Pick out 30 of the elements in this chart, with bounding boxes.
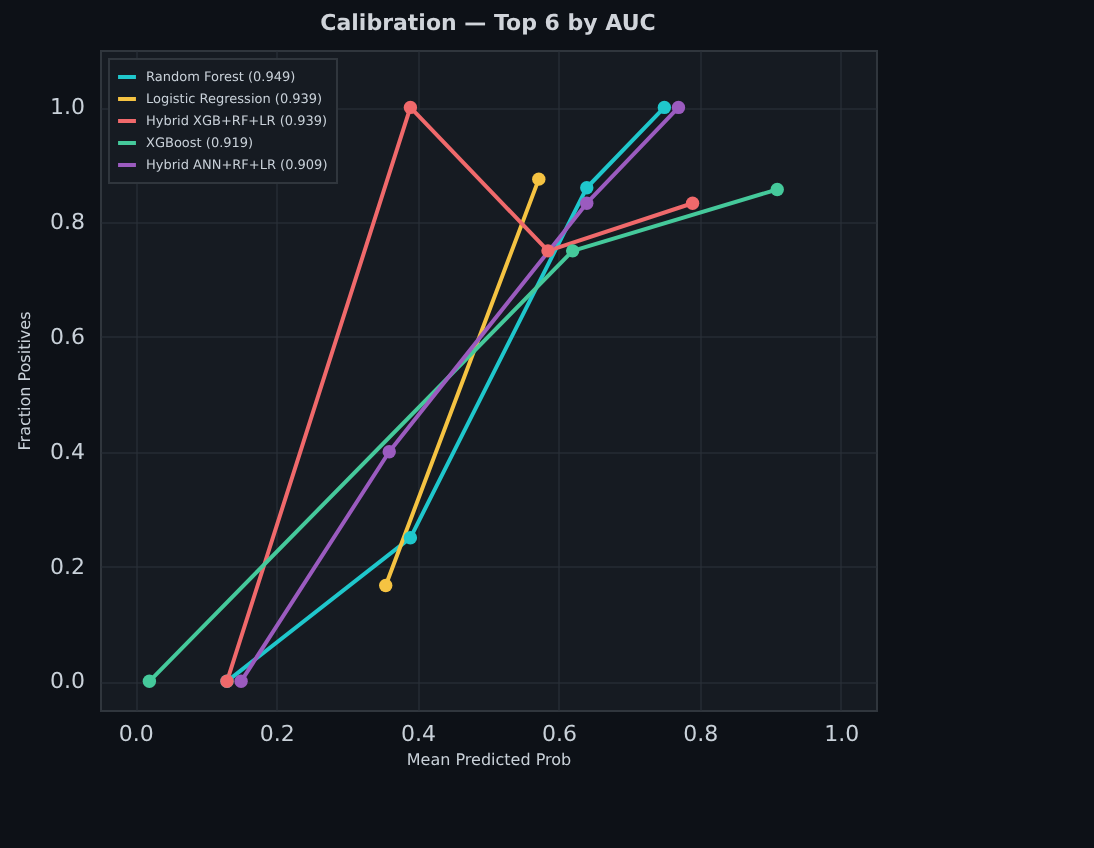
y-tick-label: 0.8 bbox=[50, 209, 85, 236]
point bbox=[403, 100, 418, 115]
point bbox=[532, 172, 546, 186]
point bbox=[770, 182, 784, 197]
point bbox=[657, 100, 672, 115]
y-tick-label: 0.4 bbox=[50, 438, 85, 465]
point bbox=[234, 674, 248, 688]
x-tick-label: 0.8 bbox=[683, 721, 719, 747]
point bbox=[142, 674, 157, 688]
x-axis-title: Mean Predicted Prob bbox=[406, 751, 572, 769]
y-tick-label: 1.0 bbox=[50, 94, 85, 121]
y-tick-label: 0.2 bbox=[50, 553, 85, 580]
point bbox=[541, 244, 555, 258]
y-tick-label: 0.0 bbox=[50, 668, 85, 695]
point bbox=[685, 196, 700, 210]
y-tick-label: 0.6 bbox=[50, 323, 85, 350]
point bbox=[382, 445, 396, 459]
point bbox=[671, 100, 686, 115]
x-tick-label: 0.0 bbox=[118, 721, 154, 747]
point bbox=[565, 244, 580, 258]
point bbox=[580, 181, 594, 195]
x-tick-label: 1.0 bbox=[824, 721, 860, 747]
x-tick-label: 0.6 bbox=[542, 721, 578, 747]
y-axis-title: Fraction Positives bbox=[16, 311, 35, 451]
point bbox=[580, 196, 594, 210]
point bbox=[379, 578, 393, 593]
x-tick-label: 0.4 bbox=[400, 721, 436, 747]
x-tick-label: 0.2 bbox=[259, 721, 295, 747]
point bbox=[403, 531, 418, 545]
chart-title: Calibration — Top 6 by AUC bbox=[320, 10, 656, 36]
